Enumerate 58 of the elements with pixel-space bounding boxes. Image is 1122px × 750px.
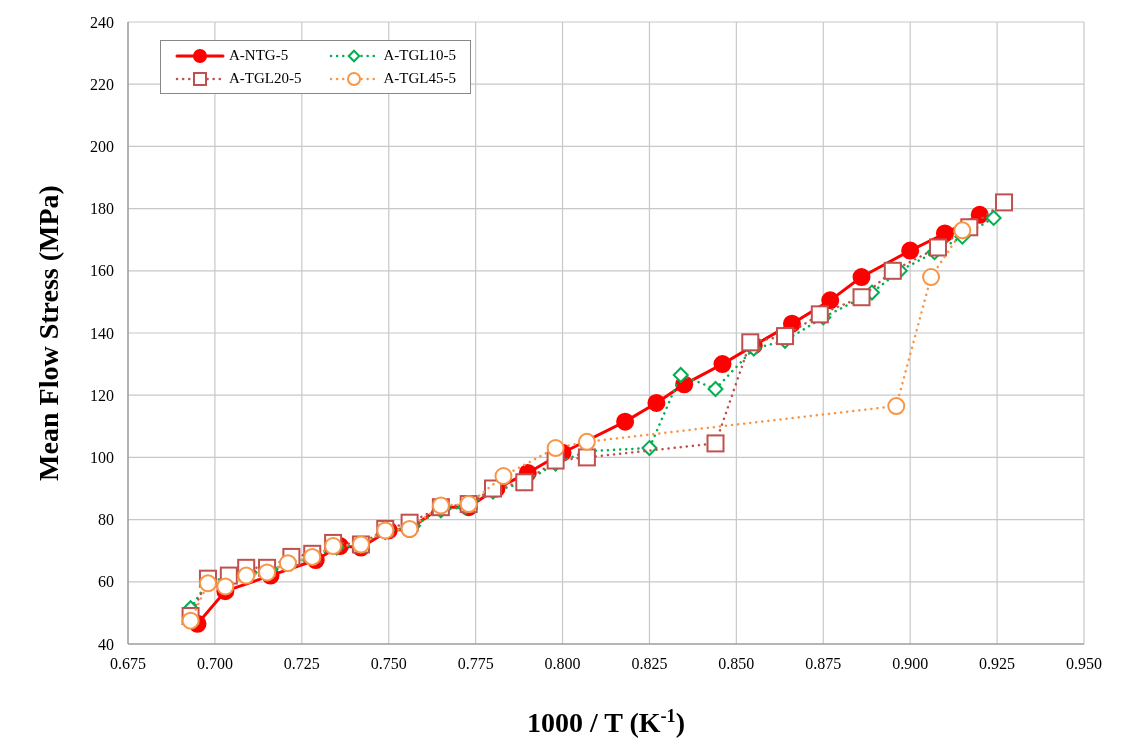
legend-label: A-TGL20-5 — [229, 70, 302, 87]
point — [278, 554, 297, 573]
y-tick-label: 180 — [90, 200, 114, 218]
x-tick-label: 0.675 — [110, 655, 146, 673]
x-axis-title: 1000 / T (K$^{-1}$) — [526, 706, 686, 738]
legend-label: A-TGL45-5 — [383, 70, 456, 87]
y-axis-title: Mean Flow Stress (MPa) — [33, 185, 64, 481]
point — [616, 412, 635, 431]
point — [776, 327, 795, 346]
x-tick-label: 0.725 — [283, 655, 320, 673]
point — [810, 305, 829, 324]
point — [707, 380, 724, 397]
x-tick-label: 0.800 — [544, 655, 581, 673]
point — [672, 366, 689, 383]
point — [953, 221, 972, 240]
point — [985, 209, 1002, 226]
point — [494, 467, 513, 486]
y-tick-label: 160 — [90, 262, 114, 280]
point — [647, 393, 666, 412]
point — [324, 537, 343, 556]
point — [546, 439, 565, 458]
x-tick-label: 0.900 — [892, 655, 929, 673]
legend-label: A-NTG-5 — [229, 47, 289, 64]
y-tick-label: 200 — [90, 138, 114, 156]
x-tick-label: 0.825 — [631, 655, 668, 673]
point — [181, 611, 200, 630]
point — [995, 193, 1014, 212]
point — [216, 577, 235, 596]
point — [706, 434, 725, 453]
y-tick-label: 80 — [98, 511, 114, 529]
legend-label: A-TGL10-5 — [383, 47, 456, 64]
point — [577, 448, 596, 467]
point — [887, 397, 906, 416]
point — [928, 238, 947, 257]
point — [713, 355, 732, 374]
y-tick-label: 100 — [90, 449, 114, 467]
x-tick-label: 0.775 — [457, 655, 494, 673]
y-tick-label: 120 — [90, 386, 114, 404]
point — [237, 566, 256, 585]
point — [883, 261, 902, 280]
y-tick-label: 140 — [90, 324, 114, 342]
point — [852, 288, 871, 307]
x-tick-label: 0.750 — [370, 655, 407, 673]
point — [901, 241, 920, 260]
y-tick-label: 60 — [98, 573, 114, 591]
x-tick-label: 0.700 — [196, 655, 233, 673]
point — [641, 440, 658, 457]
x-tick-label: 0.925 — [979, 655, 1016, 673]
y-tick-label: 240 — [90, 13, 114, 31]
y-tick-label: 40 — [98, 635, 114, 653]
y-tick-label: 220 — [90, 75, 114, 93]
x-tick-label: 0.950 — [1066, 655, 1102, 673]
point — [922, 268, 941, 287]
point — [852, 268, 871, 287]
point — [577, 432, 596, 451]
x-tick-label: 0.875 — [805, 655, 842, 673]
point — [821, 291, 840, 310]
x-tick-label: 0.850 — [718, 655, 755, 673]
